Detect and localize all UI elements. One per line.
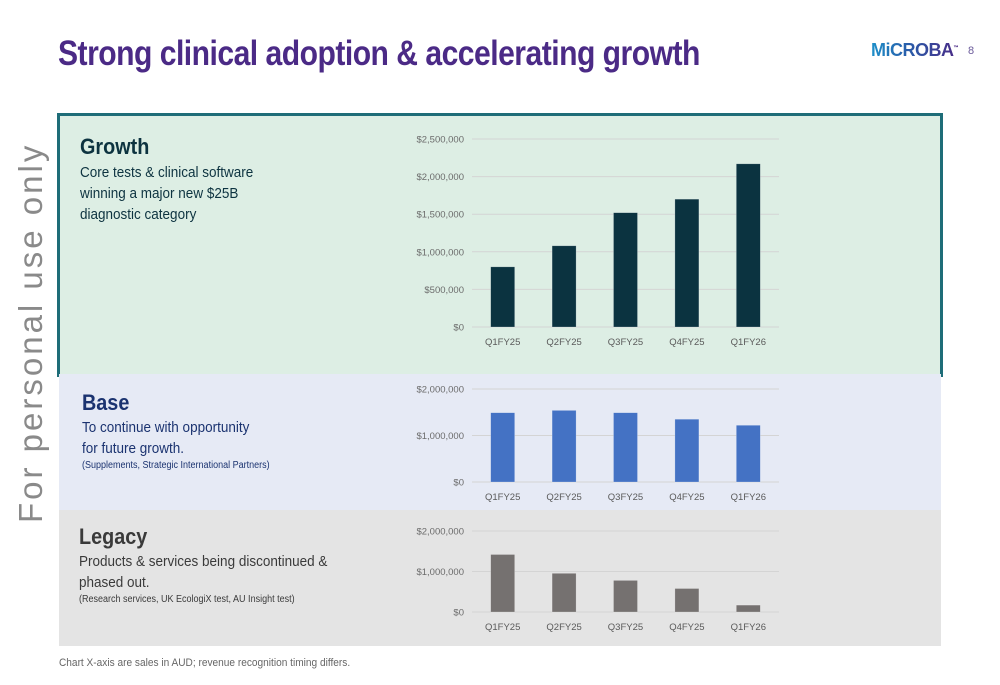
microba-logo: MiCROBA™ — [871, 40, 959, 61]
x-tick-label: Q2FY25 — [546, 337, 581, 348]
bar — [613, 212, 638, 328]
bar — [735, 163, 761, 328]
bar — [613, 412, 638, 483]
x-tick-label: Q1FY26 — [731, 622, 766, 633]
x-tick-label: Q1FY25 — [485, 492, 520, 503]
y-tick-label: $2,000,000 — [416, 385, 464, 396]
y-tick-label: $0 — [453, 478, 464, 489]
base-subtext: (Supplements, Strategic International Pa… — [82, 460, 270, 471]
legacy-desc-line: Products & services being discontinued & — [79, 553, 328, 570]
base-description: To continue with opportunity for future … — [82, 417, 249, 459]
y-tick-label: $2,000,000 — [416, 172, 464, 183]
bar — [613, 580, 638, 613]
x-tick-label: Q1FY26 — [731, 492, 766, 503]
bar — [674, 198, 700, 328]
x-tick-label: Q1FY26 — [731, 337, 766, 348]
y-tick-label: $500,000 — [424, 285, 464, 296]
bar — [551, 573, 577, 613]
bar — [551, 410, 577, 483]
bar — [735, 604, 761, 613]
x-tick-label: Q2FY25 — [546, 492, 581, 503]
y-tick-label: $2,000,000 — [416, 527, 464, 538]
x-tick-label: Q4FY25 — [669, 492, 704, 503]
growth-panel: Growth Core tests & clinical software wi… — [57, 113, 943, 377]
bar — [674, 588, 700, 613]
base-title: Base — [82, 390, 130, 415]
bar — [490, 554, 516, 613]
y-tick-label: $1,000,000 — [416, 431, 464, 442]
legacy-title: Legacy — [79, 524, 148, 549]
footnote: Chart X-axis are sales in AUD; revenue r… — [59, 657, 351, 669]
x-tick-label: Q4FY25 — [669, 337, 704, 348]
x-tick-label: Q4FY25 — [669, 622, 704, 633]
growth-desc-line: diagnostic category — [80, 206, 197, 223]
x-tick-label: Q3FY25 — [608, 622, 643, 633]
x-tick-label: Q3FY25 — [608, 337, 643, 348]
y-tick-label: $1,000,000 — [416, 247, 464, 258]
growth-desc-line: winning a major new $25B — [80, 185, 239, 202]
base-desc-line: for future growth. — [82, 440, 185, 457]
y-tick-label: $1,000,000 — [416, 567, 464, 578]
trademark-mark: ™ — [953, 45, 959, 51]
x-tick-label: Q3FY25 — [608, 492, 643, 503]
bar — [490, 266, 516, 328]
bar — [735, 424, 761, 483]
bar — [674, 418, 700, 483]
slide-title: Strong clinical adoption & accelerating … — [58, 34, 700, 73]
base-desc-line: To continue with opportunity — [82, 419, 250, 436]
legacy-subtext: (Research services, UK EcologiX test, AU… — [79, 594, 295, 605]
page-number: 8 — [968, 45, 975, 57]
x-tick-label: Q1FY25 — [485, 622, 520, 633]
y-tick-label: $0 — [453, 323, 464, 334]
growth-desc-line: Core tests & clinical software — [80, 164, 254, 181]
growth-description: Core tests & clinical software winning a… — [80, 162, 253, 225]
legacy-description: Products & services being discontinued &… — [79, 551, 327, 593]
bar — [490, 412, 516, 483]
y-tick-label: $0 — [453, 608, 464, 619]
y-tick-label: $2,500,000 — [416, 135, 464, 146]
y-tick-label: $1,500,000 — [416, 210, 464, 221]
legacy-desc-line: phased out. — [79, 574, 150, 591]
growth-title: Growth — [80, 134, 150, 159]
bar — [551, 245, 577, 328]
x-tick-label: Q2FY25 — [546, 622, 581, 633]
x-tick-label: Q1FY25 — [485, 337, 520, 348]
